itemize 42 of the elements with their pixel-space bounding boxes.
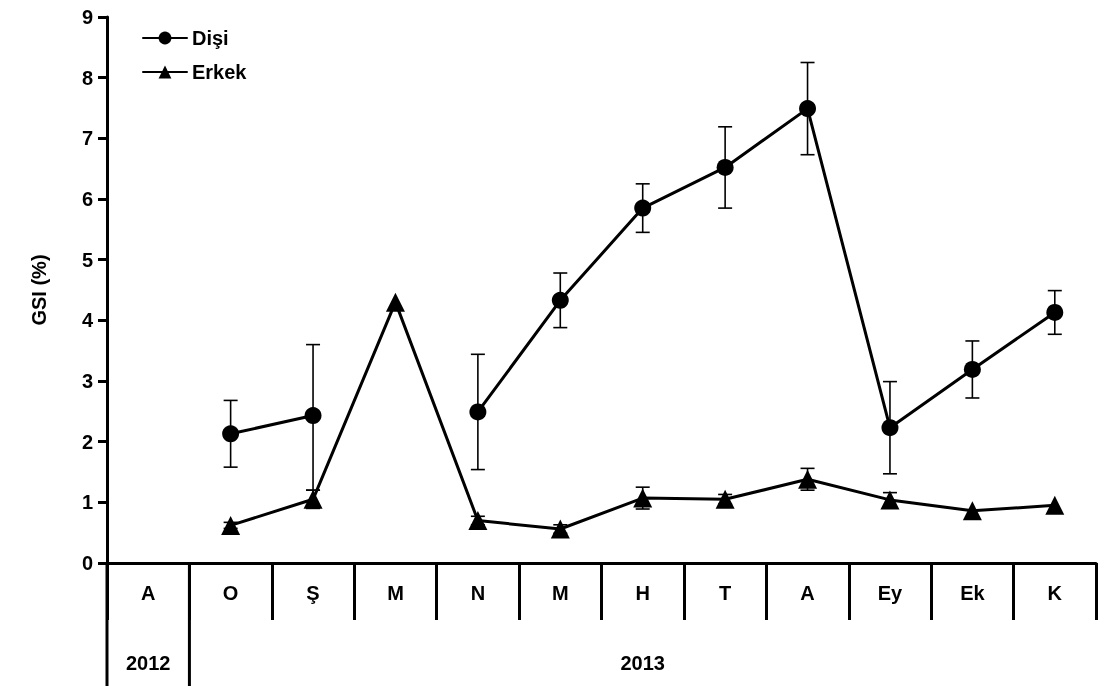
y-tick-label: 9 xyxy=(81,6,93,28)
y-tick-label: 6 xyxy=(81,188,93,210)
point xyxy=(1045,495,1065,515)
y-tick-label: 2 xyxy=(81,430,93,453)
x-tick-label: M xyxy=(551,582,569,604)
legend-label: Erkek xyxy=(192,61,248,83)
point xyxy=(634,199,652,217)
point xyxy=(469,403,487,421)
point xyxy=(468,511,488,531)
point xyxy=(963,360,981,378)
x-tick-label: Ey xyxy=(877,582,904,604)
y-tick-label: 8 xyxy=(81,66,93,89)
text: 2013 xyxy=(620,652,665,674)
legend-label: Dişi xyxy=(192,27,229,49)
x-tick-label: A xyxy=(140,582,156,604)
point xyxy=(799,100,817,118)
point xyxy=(880,490,900,510)
y-tick-label: 7 xyxy=(81,127,93,150)
x-tick-label: A xyxy=(800,582,815,604)
x-tick-label: M xyxy=(387,582,404,604)
point xyxy=(962,501,982,521)
point xyxy=(551,291,569,309)
y-tick-label: 4 xyxy=(81,309,94,332)
point xyxy=(716,158,734,176)
point xyxy=(222,425,240,443)
x-tick-label: T xyxy=(719,582,732,604)
point xyxy=(304,407,322,425)
x-tick-label: H xyxy=(635,582,650,604)
x-tick-label: Ş xyxy=(306,582,320,604)
point xyxy=(881,419,899,437)
y-tick-label: 0 xyxy=(81,552,93,574)
y-tick-label: 3 xyxy=(81,370,93,392)
y-tick-label: 1 xyxy=(81,491,93,514)
point xyxy=(385,292,405,312)
x-tick-label: K xyxy=(1047,582,1063,604)
y-axis-title: GSI (%) xyxy=(28,254,50,326)
x-tick-label: Ek xyxy=(960,582,986,604)
text: 2012 xyxy=(125,652,171,674)
y-tick-label: 5 xyxy=(81,248,93,271)
point xyxy=(1046,303,1064,321)
x-tick-label: O xyxy=(222,582,239,604)
x-tick-label: N xyxy=(470,582,486,604)
